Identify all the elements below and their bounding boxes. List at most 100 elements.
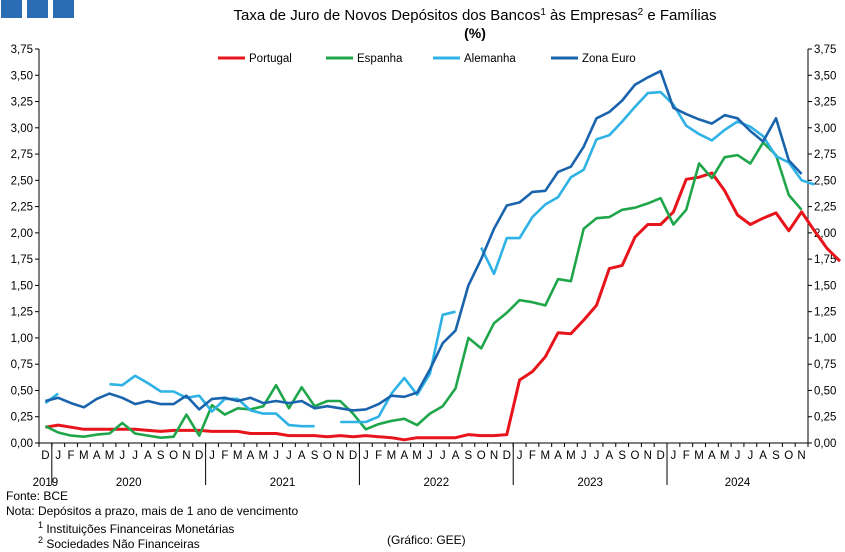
legend-label: Alemanha (464, 53, 516, 65)
month-label: N (182, 450, 190, 462)
month-label: M (387, 450, 397, 462)
month-label: J (747, 450, 753, 462)
month-label: N (490, 450, 498, 462)
y-tick-label-right: 0,25 (814, 412, 836, 424)
month-label: S (618, 450, 626, 462)
y-tick-label-left: 3,50 (11, 70, 33, 82)
month-label: M (258, 450, 268, 462)
month-label: M (566, 450, 576, 462)
y-tick-label-right: 1,25 (814, 307, 836, 319)
series-line-alemanha (340, 310, 456, 424)
month-label: D (349, 450, 357, 462)
month-label: J (581, 450, 587, 462)
month-label: A (606, 450, 614, 462)
month-label: J (55, 450, 61, 462)
y-tick-label-left: 1,00 (11, 333, 33, 345)
month-label: F (375, 450, 382, 462)
y-tick-label-right: 1,75 (814, 254, 836, 266)
month-label: A (298, 450, 306, 462)
series-line-alemanha (109, 374, 315, 428)
month-label: J (363, 450, 369, 462)
y-tick-label-left: 2,00 (11, 228, 33, 240)
footnote-2: 2 Sociedades Não Financeiras (38, 535, 200, 551)
month-label: N (644, 450, 652, 462)
month-label: D (656, 450, 664, 462)
month-label: O (169, 450, 178, 462)
footnote-main: Nota: Depósitos a prazo, mais de 1 ano d… (6, 504, 299, 518)
y-tick-label-right: 2,50 (814, 175, 836, 187)
y-tick-label-right: 1,00 (814, 333, 836, 345)
y-tick-label-right: 0,50 (814, 385, 836, 397)
month-label: J (132, 450, 138, 462)
month-label: F (68, 450, 75, 462)
y-tick-label-right: 3,50 (814, 70, 836, 82)
month-label: D (41, 450, 49, 462)
y-tick-label-left: 0,75 (11, 359, 33, 371)
month-label: O (630, 450, 639, 462)
month-label: A (759, 450, 767, 462)
y-tick-label-right: 3,75 (814, 44, 836, 56)
y-tick-label-left: 0,25 (11, 412, 33, 424)
month-label: O (784, 450, 793, 462)
y-tick-label-left: 2,75 (11, 149, 33, 161)
month-label: M (233, 450, 243, 462)
month-label: O (323, 450, 332, 462)
month-label: J (671, 450, 677, 462)
series-line-zona-euro (45, 69, 803, 412)
legend-label: Espanha (357, 53, 403, 65)
legend-label: Zona Euro (582, 53, 636, 65)
y-tick-label-left: 1,25 (11, 307, 33, 319)
chart-subtitle: (%) (464, 25, 486, 41)
y-tick-label-right: 3,25 (814, 97, 836, 109)
month-label: A (93, 450, 101, 462)
month-label: A (400, 450, 408, 462)
month-label: J (594, 450, 600, 462)
chart-axes: 0,00 0,00 0,25 0,25 0,50 0,50 0,75 0,75 1,00 1,00… (11, 44, 837, 489)
y-tick-label-right: 1,50 (814, 280, 836, 292)
month-label: J (209, 450, 215, 462)
y-tick-label-right: 2,75 (814, 149, 836, 161)
y-tick-label-right: 0,75 (814, 359, 836, 371)
y-tick-label-left: 0,50 (11, 385, 33, 397)
y-tick-label-left: 3,25 (11, 97, 33, 109)
month-label: S (772, 450, 780, 462)
month-label: S (157, 450, 165, 462)
month-label: M (540, 450, 550, 462)
month-label: S (465, 450, 473, 462)
month-label: M (694, 450, 704, 462)
month-label: A (452, 450, 460, 462)
month-label: M (412, 450, 422, 462)
source-note: Fonte: BCE (6, 489, 69, 503)
footnote-1: 1 Instituições Financeiras Monetárias (38, 520, 235, 536)
month-label: M (79, 450, 89, 462)
month-label: D (503, 450, 511, 462)
chart-title: Taxa de Juro de Novos Depósitos dos Banc… (233, 7, 716, 25)
month-label: J (286, 450, 292, 462)
month-label: A (708, 450, 716, 462)
legend-label: Portugal (249, 53, 292, 65)
y-tick-label-right: 0,00 (814, 438, 836, 450)
month-label: J (735, 450, 741, 462)
series-line-portugal (45, 171, 842, 442)
month-label: M (720, 450, 730, 462)
month-label: A (247, 450, 255, 462)
y-tick-label-left: 1,50 (11, 280, 33, 292)
month-label: J (427, 450, 433, 462)
y-tick-label-left: 2,25 (11, 202, 33, 214)
month-label: N (336, 450, 344, 462)
chart-legend: Portugal Espanha Alemanha Zona Euro (218, 53, 636, 65)
year-label: 2019 (33, 477, 59, 489)
y-tick-label-left: 2,50 (11, 175, 33, 187)
y-tick-label-left: 3,00 (11, 123, 33, 135)
y-tick-label-left: 0,00 (11, 438, 33, 450)
month-label: S (311, 450, 319, 462)
month-label: J (119, 450, 125, 462)
month-label: A (554, 450, 562, 462)
y-tick-label-left: 3,75 (11, 44, 33, 56)
month-label: J (273, 450, 279, 462)
chart-credit: (Gráfico: GEE) (387, 533, 466, 547)
year-label: 2024 (725, 477, 751, 489)
y-tick-label-left: 1,75 (11, 254, 33, 266)
month-label: F (529, 450, 536, 462)
